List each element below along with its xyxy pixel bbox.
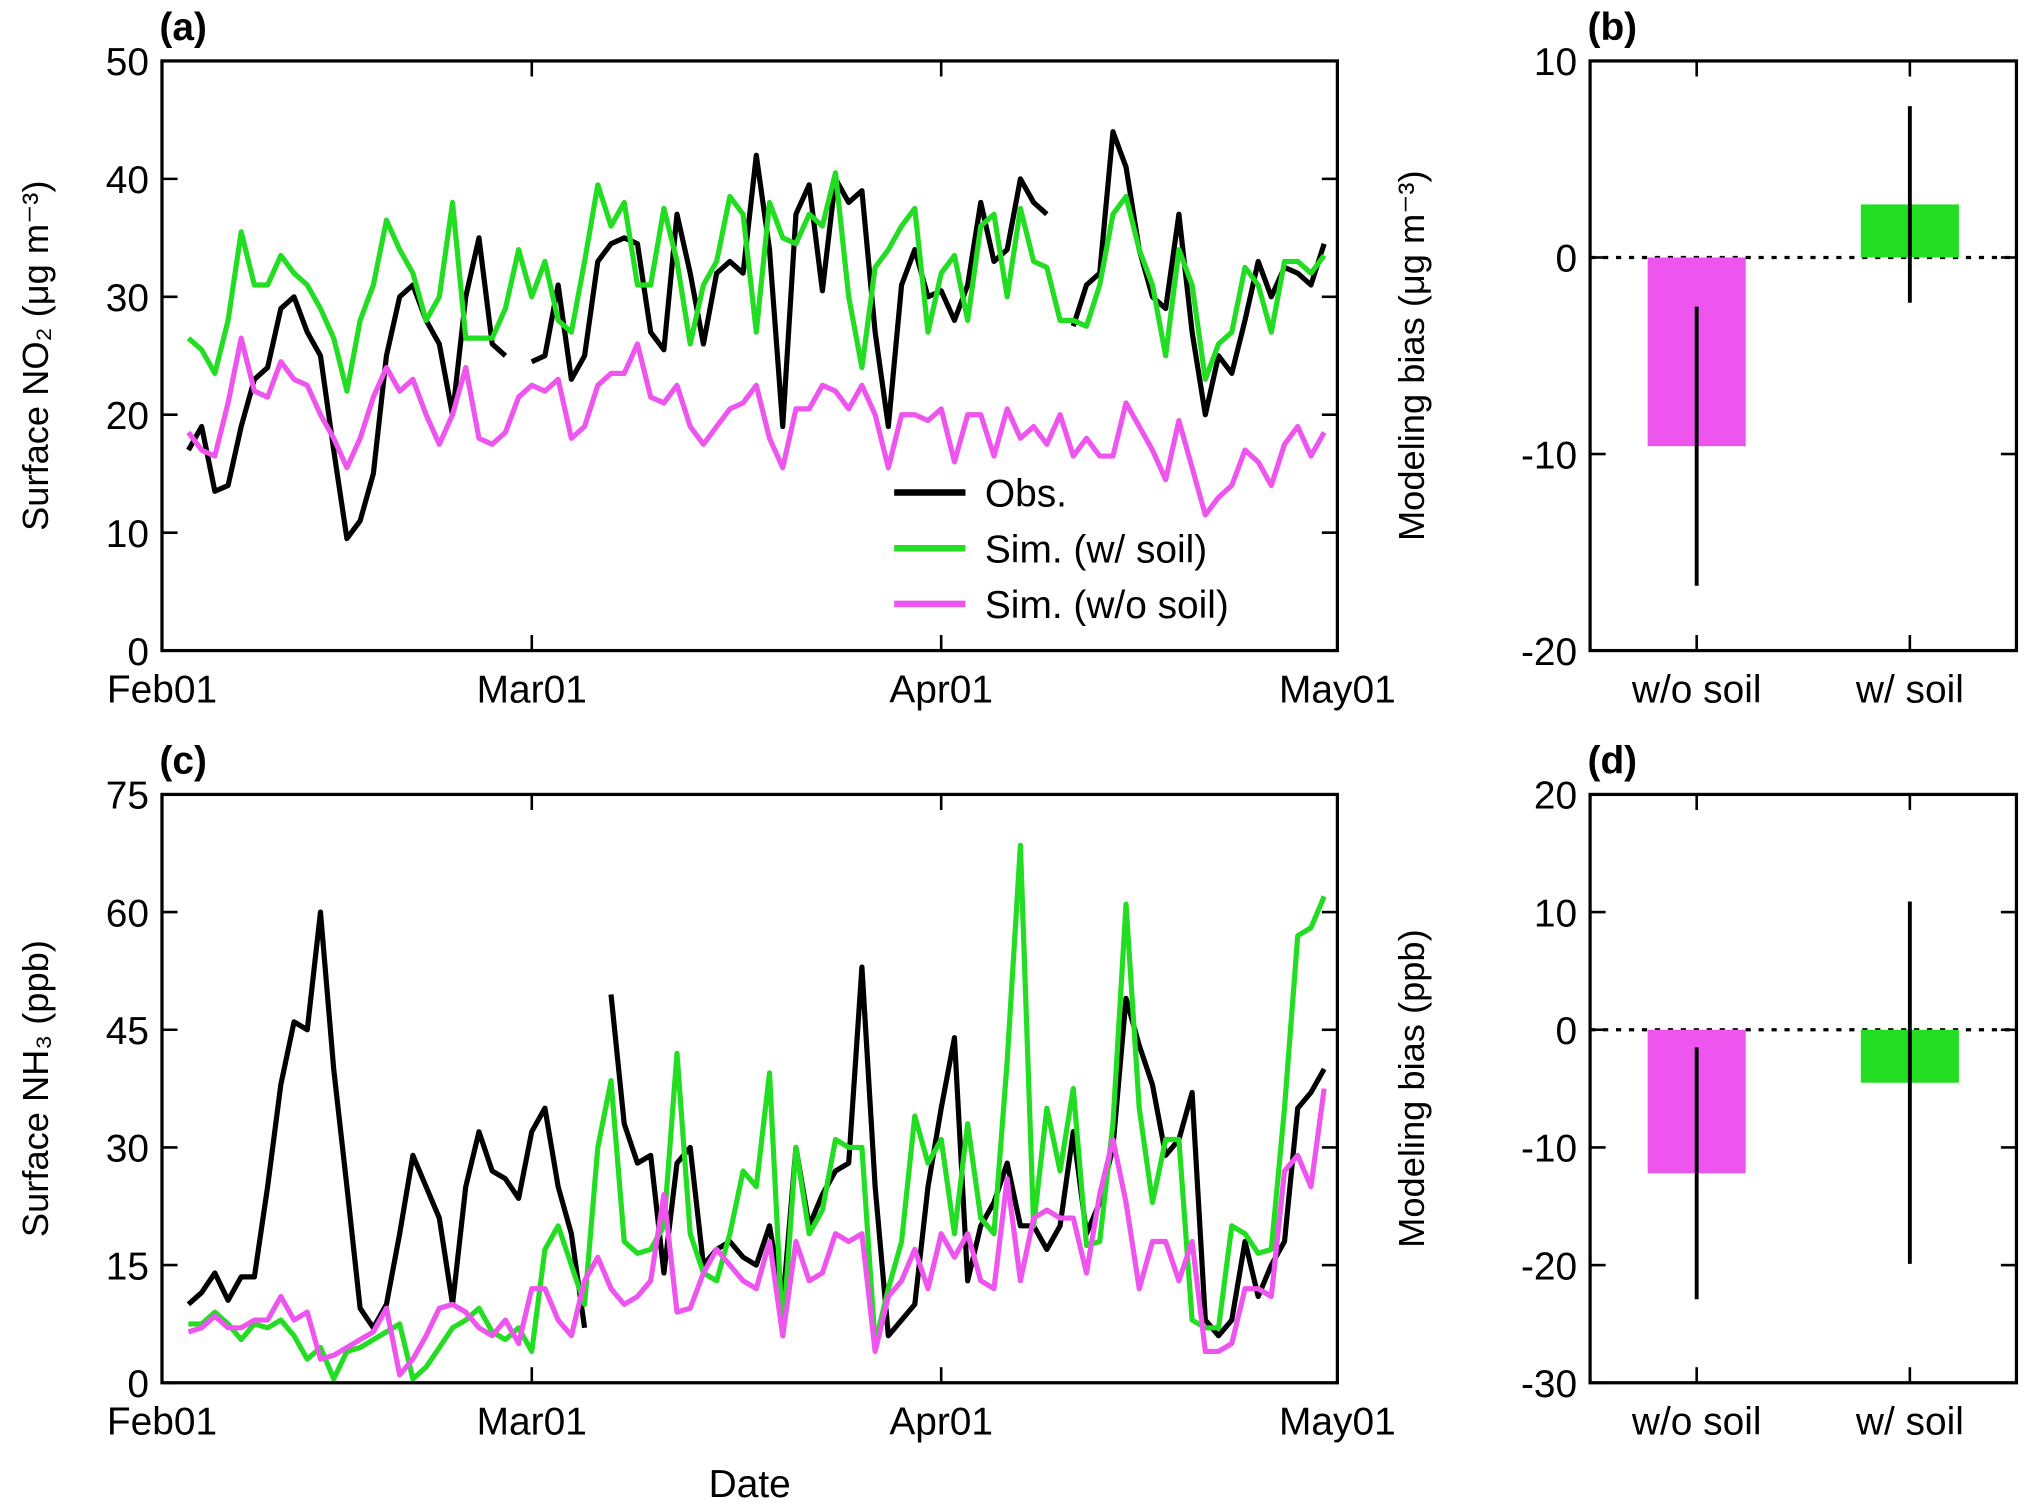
panel-label: (a) (159, 6, 207, 49)
plot-frame (1588, 792, 2019, 1385)
panel-label: (b) (1588, 6, 1638, 49)
legend-label: Sim. (w/ soil) (985, 528, 1207, 571)
legend-label: Sim. (w/o soil) (985, 584, 1229, 627)
y-tick-label: -10 (1521, 434, 1577, 477)
y-tick-label: 50 (106, 41, 149, 84)
y-tick-label: -20 (1521, 1245, 1577, 1288)
y-axis-label: Modeling bias (ppb) (1391, 929, 1432, 1248)
x-tick-label: Mar01 (477, 1401, 587, 1444)
plot-frame (1588, 59, 2019, 653)
y-tick-label: -20 (1521, 631, 1577, 674)
y-axis-label: Modeling bias (μg m⁻³) (1391, 170, 1432, 541)
plot-frame (160, 59, 1340, 653)
x-tick-label: May01 (1279, 668, 1396, 711)
x-tick-label: w/o soil (1631, 1401, 1762, 1444)
y-tick-label: -10 (1521, 1128, 1577, 1171)
y-tick-label: 30 (106, 277, 149, 320)
x-tick-label: Feb01 (107, 1401, 217, 1444)
y-tick-label: 45 (106, 1010, 149, 1053)
x-tick-label: Apr01 (889, 668, 993, 711)
x-tick-label: May01 (1279, 1401, 1396, 1444)
y-tick-label: 40 (106, 159, 149, 202)
x-tick-label: w/ soil (1855, 668, 1964, 711)
y-axis-label: Surface NH₃ (ppb) (15, 940, 56, 1237)
x-axis-label: Date (709, 1463, 791, 1506)
y-tick-label: 10 (1534, 41, 1577, 84)
y-tick-label: 60 (106, 892, 149, 935)
y-tick-label: 20 (1534, 775, 1577, 818)
series-line (186, 170, 1327, 394)
panel-label: (c) (159, 740, 207, 783)
y-tick-label: 20 (106, 395, 149, 438)
y-tick-label: 0 (127, 1363, 149, 1406)
plot-frame (160, 792, 1340, 1385)
y-tick-label: 10 (1534, 892, 1577, 935)
panel-label: (d) (1588, 740, 1638, 783)
y-tick-label: 0 (1556, 1010, 1578, 1053)
y-tick-label: 30 (106, 1128, 149, 1171)
series-line (186, 909, 1327, 1339)
series-line (188, 842, 1327, 1382)
x-tick-label: Apr01 (889, 1401, 993, 1444)
series-line (187, 1088, 1327, 1378)
series-line (186, 335, 1327, 518)
y-tick-label: 0 (1556, 238, 1578, 281)
y-tick-label: -30 (1521, 1363, 1577, 1406)
legend-label: Obs. (985, 473, 1067, 516)
y-tick-label: 10 (106, 513, 149, 556)
y-tick-label: 0 (127, 631, 149, 674)
x-tick-label: w/o soil (1631, 668, 1762, 711)
x-tick-label: w/ soil (1855, 1401, 1964, 1444)
y-tick-label: 75 (106, 775, 149, 818)
x-tick-label: Mar01 (477, 668, 587, 711)
y-tick-label: 15 (106, 1245, 149, 1288)
y-axis-label: Surface NO₂ (μg m⁻³) (15, 181, 56, 531)
x-tick-label: Feb01 (107, 668, 217, 711)
